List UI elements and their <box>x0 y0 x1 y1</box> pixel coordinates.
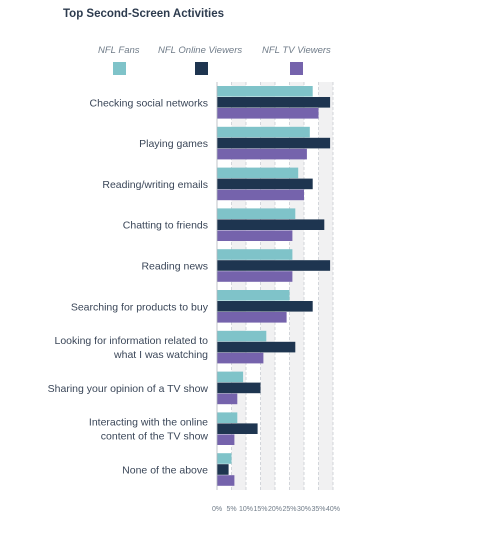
bar-nfl-fans-1 <box>217 126 310 138</box>
category-label: Reading news <box>141 261 208 273</box>
category-label: Playing games <box>139 138 208 150</box>
x-tick-label: 15% <box>253 506 267 513</box>
bar-nfl-tv-viewers-7 <box>217 393 238 405</box>
x-tick-label: 20% <box>268 506 282 513</box>
x-tick-label: 30% <box>297 506 311 513</box>
bar-nfl-fans-4 <box>217 249 293 260</box>
category-label: Looking for information related to <box>54 335 208 347</box>
bar-nfl-tv-viewers-1 <box>217 148 307 160</box>
category-label: Chatting to friends <box>123 220 208 232</box>
x-tick-label: 5% <box>226 506 236 513</box>
bar-nfl-tv-viewers-9 <box>217 475 235 486</box>
bar-nfl-tv-viewers-6 <box>217 352 264 364</box>
bar-nfl-online-viewers-7 <box>217 382 261 394</box>
grid-band <box>318 82 333 490</box>
bar-nfl-tv-viewers-2 <box>217 189 304 201</box>
x-tick-label: 0% <box>212 506 222 513</box>
x-tick-label: 40% <box>326 506 340 513</box>
bar-nfl-online-viewers-6 <box>217 341 296 353</box>
bar-nfl-fans-5 <box>217 290 290 301</box>
category-label: None of the above <box>122 465 208 477</box>
bar-nfl-fans-9 <box>217 453 232 464</box>
bar-nfl-tv-viewers-5 <box>217 312 287 323</box>
legend-swatch-nfl-fans <box>113 62 126 75</box>
category-label: what I was watching <box>113 349 208 361</box>
chart-title: Top Second-Screen Activities <box>63 8 225 20</box>
bar-nfl-online-viewers-0 <box>217 97 331 108</box>
bar-nfl-online-viewers-8 <box>217 423 258 434</box>
category-label: Reading/writing emails <box>102 179 208 191</box>
bar-nfl-fans-8 <box>217 412 238 423</box>
bar-nfl-online-viewers-2 <box>217 178 313 190</box>
bar-nfl-fans-7 <box>217 371 244 383</box>
legend-label-nfl-online-viewers: NFL Online Viewers <box>158 45 243 56</box>
legend-label-nfl-tv-viewers: NFL TV Viewers <box>262 45 331 56</box>
category-label: content of the TV show <box>101 431 209 443</box>
bar-nfl-fans-2 <box>217 167 299 179</box>
bar-nfl-fans-0 <box>217 86 313 97</box>
x-tick-label: 35% <box>311 506 325 513</box>
legend-swatch-nfl-online-viewers <box>195 62 208 75</box>
bar-nfl-online-viewers-9 <box>217 464 229 475</box>
category-label: Searching for products to buy <box>71 301 209 313</box>
category-label: Sharing your opinion of a TV show <box>48 383 209 395</box>
bar-nfl-tv-viewers-3 <box>217 230 293 241</box>
bar-nfl-online-viewers-1 <box>217 137 331 149</box>
bar-nfl-fans-6 <box>217 330 267 342</box>
x-tick-label: 25% <box>282 506 296 513</box>
bar-nfl-online-viewers-4 <box>217 260 331 271</box>
bar-nfl-tv-viewers-4 <box>217 271 293 282</box>
bar-nfl-tv-viewers-0 <box>217 108 319 119</box>
legend-label-nfl-fans: NFL Fans <box>98 45 140 56</box>
legend-swatch-nfl-tv-viewers <box>290 62 303 75</box>
bar-nfl-online-viewers-5 <box>217 301 313 312</box>
x-tick-label: 10% <box>239 506 253 513</box>
bar-nfl-tv-viewers-8 <box>217 434 235 445</box>
bar-nfl-online-viewers-3 <box>217 219 325 230</box>
category-label: Interacting with the online <box>89 417 208 429</box>
bar-nfl-fans-3 <box>217 208 296 219</box>
category-label: Checking social networks <box>90 97 208 109</box>
